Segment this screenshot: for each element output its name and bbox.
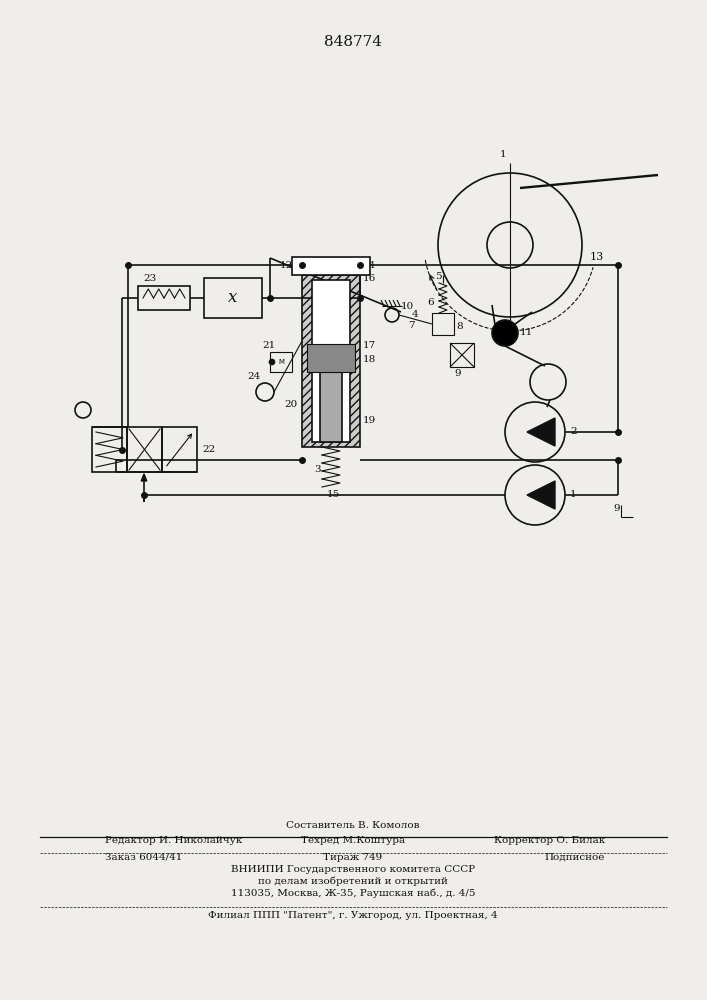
Text: Корректор О. Билак: Корректор О. Билак: [493, 836, 605, 845]
Bar: [127, 427, 162, 472]
Text: 2: 2: [570, 427, 577, 436]
Text: 21: 21: [262, 341, 275, 350]
Text: Редактор И. Николайчук: Редактор И. Николайчук: [105, 836, 243, 845]
Text: Техред М.Коштура: Техред М.Коштура: [301, 836, 405, 845]
Bar: [92, 427, 127, 472]
Text: 12: 12: [280, 261, 293, 270]
Text: 17: 17: [363, 341, 376, 350]
Text: 16: 16: [363, 274, 376, 283]
Bar: [162, 427, 197, 472]
Text: 4: 4: [412, 310, 419, 319]
Text: 19: 19: [363, 416, 376, 425]
Text: Тираж 749: Тираж 749: [323, 853, 382, 862]
Polygon shape: [527, 481, 555, 509]
Text: 24: 24: [247, 372, 260, 381]
Circle shape: [269, 359, 275, 365]
Text: ВНИИПИ Государственного комитета СССР: ВНИИПИ Государственного комитета СССР: [231, 865, 475, 874]
Bar: [292, 257, 370, 275]
Bar: [307, 344, 355, 372]
Text: 1: 1: [570, 490, 577, 499]
Bar: [204, 278, 262, 318]
Text: 15: 15: [327, 490, 340, 499]
Circle shape: [492, 320, 518, 346]
Text: 23: 23: [143, 274, 156, 283]
Text: 3: 3: [314, 465, 321, 474]
Text: 848774: 848774: [324, 35, 382, 49]
Polygon shape: [527, 418, 555, 446]
Text: 20: 20: [284, 400, 297, 409]
Text: 9: 9: [613, 504, 619, 513]
Bar: [320, 372, 342, 442]
Bar: [432, 313, 454, 335]
Text: 10: 10: [401, 302, 414, 311]
Text: M: M: [278, 359, 284, 365]
Text: Подписное: Подписное: [544, 853, 605, 862]
Text: 6: 6: [427, 298, 433, 307]
Bar: [312, 280, 350, 442]
Text: Филиал ППП "Патент", г. Ужгород, ул. Проектная, 4: Филиал ППП "Патент", г. Ужгород, ул. Про…: [208, 911, 498, 920]
Text: 1: 1: [500, 150, 507, 159]
Text: 113035, Москва, Ж-35, Раушская наб., д. 4/5: 113035, Москва, Ж-35, Раушская наб., д. …: [230, 888, 475, 898]
Polygon shape: [141, 474, 147, 481]
Bar: [450, 343, 474, 367]
Text: 18: 18: [363, 355, 376, 364]
Text: 13: 13: [590, 252, 604, 262]
Bar: [302, 275, 360, 447]
Text: Заказ 6044/41: Заказ 6044/41: [105, 853, 182, 862]
Bar: [270, 352, 292, 372]
Text: 8: 8: [456, 322, 462, 331]
Text: Составитель В. Комолов: Составитель В. Комолов: [286, 821, 420, 830]
Text: по делам изобретений и открытий: по делам изобретений и открытий: [258, 876, 448, 886]
Text: x: x: [228, 290, 238, 306]
Text: 14: 14: [363, 261, 376, 270]
Bar: [138, 286, 190, 310]
Text: 22: 22: [202, 445, 215, 454]
Text: 7: 7: [408, 321, 414, 330]
Text: 11: 11: [520, 328, 533, 337]
Text: 5: 5: [435, 272, 442, 281]
Text: 9: 9: [454, 369, 461, 378]
